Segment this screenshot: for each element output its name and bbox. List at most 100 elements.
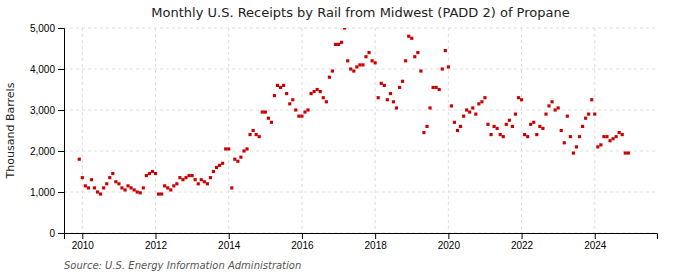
point (258, 135, 261, 138)
point (181, 178, 184, 181)
chart: 2010201220142016201820202022202401,0002,… (0, 0, 675, 275)
point (468, 110, 471, 113)
grid-line-x (594, 28, 595, 233)
point (291, 98, 294, 101)
point (511, 125, 514, 128)
point (605, 135, 608, 138)
point (505, 123, 508, 126)
point (300, 115, 303, 118)
point (349, 67, 352, 70)
grid-line-x (448, 28, 449, 233)
x-tick-label: 2014 (218, 240, 241, 251)
point (184, 176, 187, 179)
point (175, 182, 178, 185)
point (276, 84, 279, 87)
point (615, 135, 618, 138)
grid-line-y (64, 192, 657, 193)
point (191, 174, 194, 177)
point (81, 176, 84, 179)
point (471, 106, 474, 109)
point (480, 100, 483, 103)
y-tick-label: 3,000 (30, 105, 55, 116)
x-tick: 2024 (584, 233, 607, 251)
point (596, 145, 599, 148)
point (489, 133, 492, 136)
x-tick: 2012 (145, 233, 168, 251)
grid-line-y (64, 151, 657, 152)
point (608, 139, 611, 142)
point (569, 135, 572, 138)
point (355, 65, 358, 68)
x-tick-label: 2012 (145, 240, 168, 251)
point (499, 133, 502, 136)
point (618, 131, 621, 134)
x-tick-label: 2020 (438, 240, 461, 251)
point (264, 110, 267, 113)
point (450, 104, 453, 107)
point (447, 65, 450, 68)
x-tick: 2016 (291, 233, 314, 251)
point (392, 100, 395, 103)
point (203, 180, 206, 183)
point (352, 69, 355, 72)
x-tick-mark (229, 233, 230, 239)
grid-line-x (301, 28, 302, 233)
point (407, 35, 410, 38)
point (550, 100, 553, 103)
chart-container: 2010201220142016201820202022202401,0002,… (0, 0, 675, 275)
point (529, 123, 532, 126)
y-tick-mark (58, 192, 64, 193)
point (78, 158, 81, 161)
point (187, 174, 190, 177)
y-tick-mark (58, 110, 64, 111)
point (523, 133, 526, 136)
point (306, 108, 309, 111)
point (465, 108, 468, 111)
point (416, 51, 419, 54)
point (486, 123, 489, 126)
point (93, 186, 96, 189)
point (316, 88, 319, 91)
x-axis: 2010 2012 2014 2016 2018 2020 2022 2024 (65, 233, 658, 251)
x-tick-mark (156, 233, 157, 239)
x-tick-mark (595, 233, 596, 239)
point (209, 176, 212, 179)
point (538, 125, 541, 128)
point (584, 117, 587, 120)
point (154, 172, 157, 175)
x-axis-line (65, 234, 658, 240)
point (572, 151, 575, 154)
point (419, 69, 422, 72)
point (578, 135, 581, 138)
x-tick: 2022 (511, 233, 534, 251)
y-tick: 1,000 (30, 187, 64, 198)
source: Source: U.S. Energy Information Administ… (64, 260, 301, 271)
grid-line-x (82, 28, 83, 233)
point (197, 182, 200, 185)
point (535, 133, 538, 136)
point (221, 162, 224, 165)
point (102, 186, 105, 189)
y-tick: 2,000 (30, 146, 64, 157)
point (328, 76, 331, 79)
point (435, 86, 438, 89)
point (514, 113, 517, 116)
grid (64, 28, 657, 233)
point (126, 184, 129, 187)
point (160, 192, 163, 195)
point (148, 172, 151, 175)
point (227, 147, 230, 150)
point (386, 98, 389, 101)
point (206, 182, 209, 185)
point (212, 170, 215, 173)
point (425, 125, 428, 128)
y-tick-label: 1,000 (30, 187, 55, 198)
grid-line-x (155, 28, 156, 233)
x-tick: 2010 (72, 233, 95, 251)
point (346, 59, 349, 62)
point (541, 127, 544, 130)
point (557, 106, 560, 109)
point (599, 143, 602, 146)
point (581, 125, 584, 128)
x-tick: 2018 (365, 233, 388, 251)
